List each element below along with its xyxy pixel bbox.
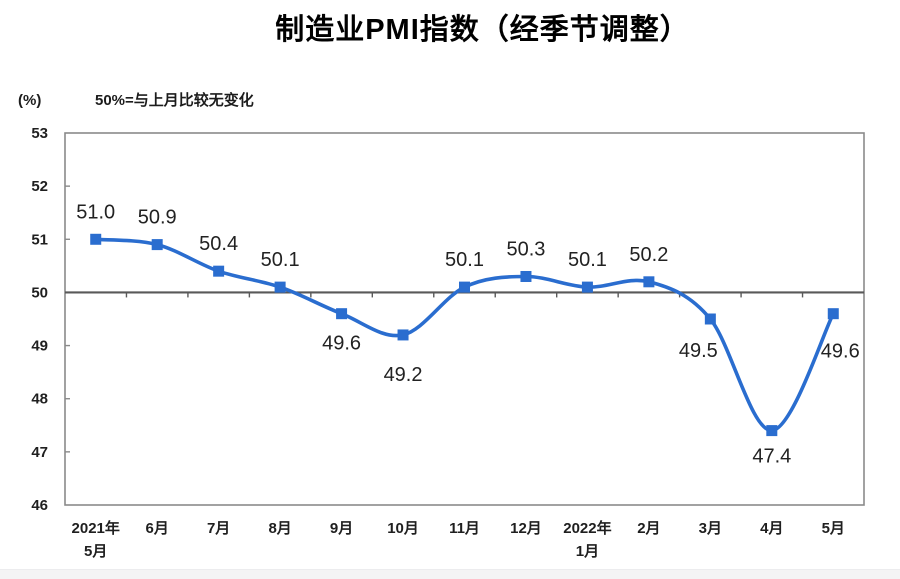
y-axis-tick-label: 47 [31,444,48,461]
data-point-marker [336,308,348,320]
data-point-marker [581,281,593,293]
x-axis-tick-label: 10月 [387,520,419,537]
data-point-label: 49.5 [679,340,718,362]
y-axis-unit-label: (%) [18,92,42,109]
x-axis-tick-label: 12月 [510,520,542,537]
data-point-label: 47.4 [752,446,791,468]
data-point-marker [397,329,409,341]
data-point-label: 50.1 [261,249,300,271]
x-axis-tick-label: 1月 [576,543,599,560]
data-point-marker [643,276,655,288]
data-point-marker [213,265,225,277]
x-axis-tick-label: 11月 [449,520,480,537]
y-axis-tick-label: 50 [31,284,48,301]
data-point-label: 50.4 [199,233,238,255]
data-point-marker [151,239,163,251]
y-axis-tick-label: 46 [31,497,48,514]
plot-area-border [64,132,865,506]
data-point-label: 50.3 [506,238,545,260]
x-axis-tick-label: 5月 [822,520,845,537]
data-point-label: 49.2 [384,364,423,386]
y-axis-tick-label: 49 [31,338,48,355]
y-axis-tick-label: 51 [31,231,48,248]
data-point-label: 50.1 [445,249,484,271]
data-point-marker [90,233,102,245]
data-point-marker [274,281,286,293]
data-point-marker [520,270,532,282]
x-axis-tick-label: 2021年 [72,519,120,537]
chart-title: 制造业PMI指数（经季节调整） [275,14,690,46]
x-axis-tick-label: 7月 [207,520,230,537]
x-axis-tick-label: 9月 [330,520,353,537]
reference-note: 50%=与上月比较无变化 [95,92,254,109]
data-point-label: 50.1 [568,249,607,271]
data-point-marker [827,308,839,320]
y-axis-tick-label: 48 [31,391,48,408]
page-footer-strip [0,569,900,579]
data-point-label: 50.9 [138,207,177,229]
x-axis-tick-label: 2月 [637,520,660,537]
y-axis-tick-label: 52 [31,178,48,195]
data-point-label: 51.0 [76,201,115,223]
x-axis-tick-label: 4月 [760,520,783,537]
y-axis-tick-label: 53 [31,125,48,142]
x-axis-tick-label: 5月 [84,543,107,560]
x-axis-tick-label: 3月 [699,520,722,537]
x-axis-tick-label: 6月 [146,520,169,537]
data-point-label: 50.2 [629,244,668,266]
data-point-marker [766,425,778,437]
data-point-label: 49.6 [322,333,361,355]
x-axis-tick-label: 8月 [268,520,291,537]
data-point-marker [704,313,716,325]
x-axis-tick-label: 2022年 [563,519,611,537]
data-point-marker [459,281,470,293]
data-point-label: 49.6 [821,341,860,363]
